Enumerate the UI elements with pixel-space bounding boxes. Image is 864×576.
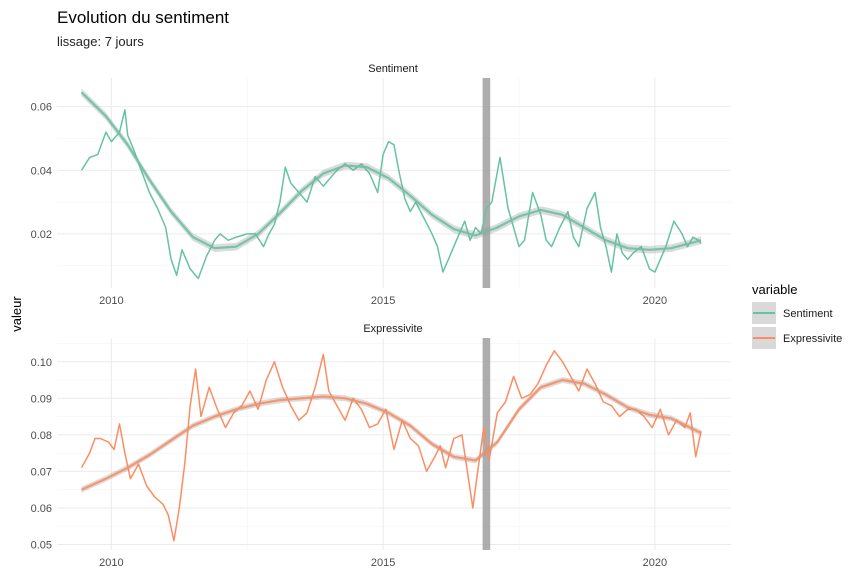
x-tick-label: 2020 — [643, 557, 667, 569]
smooth-confidence-band — [81, 88, 702, 254]
panel-strip-label: Sentiment — [368, 63, 418, 75]
chart-subtitle: lissage: 7 jours — [57, 34, 144, 49]
y-tick-label: 0.06 — [31, 102, 52, 114]
x-tick-label: 2020 — [643, 295, 667, 307]
highlight-band — [482, 78, 491, 288]
y-tick-label: 0.08 — [31, 430, 52, 442]
chart-title: Evolution du sentiment — [57, 8, 229, 27]
y-tick-label: 0.10 — [31, 357, 52, 369]
legend: variable Sentiment Expressivite — [752, 282, 842, 349]
x-tick-label: 2015 — [371, 557, 395, 569]
legend-label-expressivite: Expressivite — [783, 333, 842, 345]
panel-sentiment: Sentiment 0.02 0.04 0.06 2010 2015 2020 — [31, 63, 731, 307]
y-tick-label: 0.02 — [31, 229, 52, 241]
y-tick-label: 0.06 — [31, 503, 52, 515]
series-line-expressivite — [80, 350, 702, 542]
legend-label-sentiment: Sentiment — [783, 308, 833, 320]
x-tick-label: 2010 — [99, 557, 123, 569]
smooth-trend-line — [81, 378, 702, 491]
legend-title: variable — [752, 282, 798, 297]
x-tick-label: 2010 — [99, 295, 123, 307]
y-tick-label: 0.09 — [31, 393, 52, 405]
panel-expressivite: Expressivite 0.05 0.06 0.07 0.08 0.09 0.10 201… — [31, 323, 731, 569]
y-tick-label: 0.07 — [31, 466, 52, 478]
series-line-sentiment — [80, 109, 702, 280]
y-tick-label: 0.04 — [31, 165, 52, 177]
x-tick-label: 2015 — [371, 295, 395, 307]
y-axis-label: valeur — [9, 296, 24, 332]
panel-strip-label: Expressivite — [363, 323, 422, 335]
y-tick-label: 0.05 — [31, 540, 52, 552]
smooth-trend-line — [80, 91, 702, 251]
